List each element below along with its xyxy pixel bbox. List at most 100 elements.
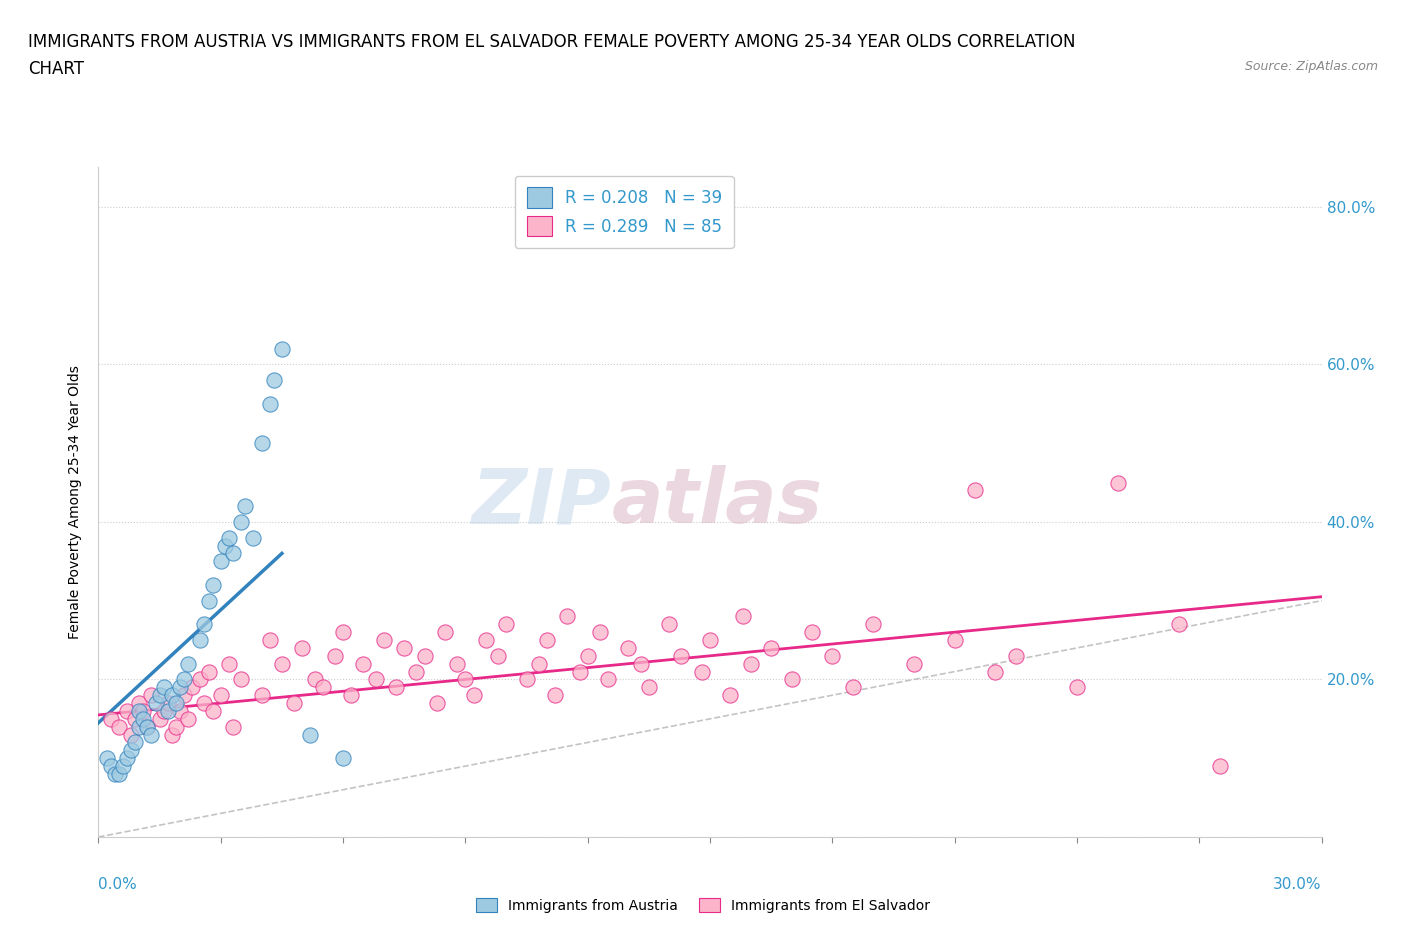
Point: [638, 680, 661, 695]
Point: [630, 657, 652, 671]
Point: [132, 711, 155, 726]
Point: [821, 648, 844, 663]
Point: [156, 703, 179, 718]
Point: [463, 688, 485, 703]
Point: [120, 727, 142, 742]
Point: [454, 672, 477, 687]
Point: [426, 696, 449, 711]
Point: [156, 696, 179, 711]
Point: [801, 625, 824, 640]
Point: [323, 648, 346, 663]
Text: 30.0%: 30.0%: [1274, 877, 1322, 892]
Text: IMMIGRANTS FROM AUSTRIA VS IMMIGRANTS FROM EL SALVADOR FEMALE POVERTY AMONG 25-3: IMMIGRANTS FROM AUSTRIA VS IMMIGRANTS FR…: [28, 33, 1076, 50]
Point: [233, 498, 256, 513]
Y-axis label: Female Poverty Among 25-34 Year Olds: Female Poverty Among 25-34 Year Olds: [69, 365, 83, 639]
Point: [115, 703, 138, 718]
Point: [218, 530, 240, 545]
Point: [100, 711, 122, 726]
Point: [589, 625, 612, 640]
Point: [160, 727, 183, 742]
Point: [576, 648, 599, 663]
Point: [731, 609, 754, 624]
Point: [270, 341, 294, 356]
Point: [598, 672, 620, 687]
Text: Source: ZipAtlas.com: Source: ZipAtlas.com: [1244, 60, 1378, 73]
Point: [1167, 617, 1189, 631]
Point: [193, 696, 215, 711]
Point: [965, 483, 987, 498]
Point: [1209, 759, 1232, 774]
Point: [617, 641, 640, 656]
Point: [169, 680, 191, 695]
Point: [536, 632, 558, 647]
Point: [108, 719, 131, 734]
Point: [177, 711, 200, 726]
Point: [136, 719, 159, 734]
Point: [263, 373, 285, 388]
Point: [658, 617, 681, 631]
Point: [720, 688, 742, 703]
Point: [141, 688, 163, 703]
Point: [332, 625, 354, 640]
Point: [446, 657, 468, 671]
Point: [181, 680, 204, 695]
Point: [242, 530, 264, 545]
Text: CHART: CHART: [28, 60, 84, 78]
Point: [291, 641, 314, 656]
Point: [392, 641, 416, 656]
Point: [100, 759, 122, 774]
Point: [128, 696, 150, 711]
Point: [332, 751, 354, 765]
Point: [188, 672, 212, 687]
Point: [188, 632, 212, 647]
Point: [124, 735, 146, 750]
Point: [283, 696, 305, 711]
Point: [124, 711, 146, 726]
Point: [1107, 475, 1129, 490]
Point: [128, 719, 150, 734]
Point: [250, 688, 273, 703]
Point: [152, 680, 174, 695]
Point: [149, 711, 172, 726]
Point: [132, 703, 155, 718]
Point: [903, 657, 925, 671]
Point: [544, 688, 567, 703]
Point: [177, 657, 200, 671]
Legend: R = 0.208   N = 39, R = 0.289   N = 85: R = 0.208 N = 39, R = 0.289 N = 85: [515, 176, 734, 248]
Point: [222, 546, 245, 561]
Point: [740, 657, 762, 671]
Point: [373, 632, 395, 647]
Point: [209, 688, 232, 703]
Point: [364, 672, 387, 687]
Point: [780, 672, 803, 687]
Point: [115, 751, 138, 765]
Point: [141, 727, 163, 742]
Text: atlas: atlas: [612, 465, 824, 539]
Point: [128, 703, 150, 718]
Point: [197, 593, 219, 608]
Point: [160, 688, 183, 703]
Point: [201, 703, 224, 718]
Point: [413, 648, 436, 663]
Point: [231, 672, 253, 687]
Point: [165, 696, 187, 711]
Point: [671, 648, 693, 663]
Point: [557, 609, 579, 624]
Point: [120, 743, 142, 758]
Point: [173, 672, 195, 687]
Point: [149, 688, 172, 703]
Point: [222, 719, 245, 734]
Point: [761, 641, 783, 656]
Point: [516, 672, 538, 687]
Point: [699, 632, 721, 647]
Point: [169, 703, 191, 718]
Point: [218, 657, 240, 671]
Point: [1066, 680, 1088, 695]
Point: [145, 696, 167, 711]
Point: [259, 396, 281, 411]
Point: [299, 727, 322, 742]
Point: [385, 680, 408, 695]
Point: [340, 688, 363, 703]
Point: [231, 514, 253, 529]
Point: [1004, 648, 1026, 663]
